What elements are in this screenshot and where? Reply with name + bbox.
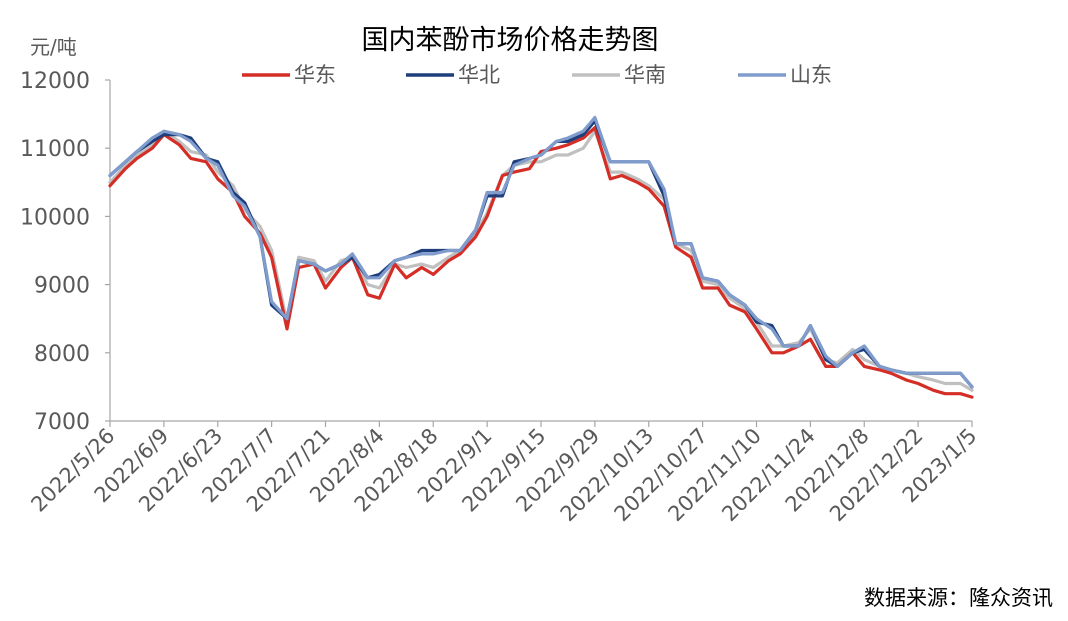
legend-label-4: 山东 [790, 63, 832, 87]
series-line-4 [108, 115, 974, 389]
source-note: 数据来源：隆众资讯 [864, 586, 1053, 610]
series-line-3 [108, 129, 974, 392]
y-axis-ticks: 7000 8000 9000 10000 11000 12000 [20, 69, 110, 435]
chart-axes [109, 80, 972, 422]
y-axis-unit-label: 元/吨 [30, 35, 77, 59]
chart-title: 国内苯酚市场价格走势图 [362, 25, 659, 56]
legend-label-1: 华东 [294, 63, 336, 87]
chart-series [108, 115, 974, 399]
y-tick-label: 7000 [34, 410, 90, 435]
y-tick-label: 8000 [34, 342, 90, 367]
chart-legend: 华东 华北 华南 山东 [242, 63, 832, 87]
legend-label-2: 华北 [458, 63, 500, 87]
legend-label-3: 华南 [624, 63, 666, 87]
y-tick-label: 11000 [20, 137, 90, 162]
y-tick-label: 12000 [20, 69, 90, 94]
y-tick-label: 9000 [34, 274, 90, 299]
x-axis-ticks: 2022/5/262022/6/92022/6/232022/7/72022/7… [26, 421, 982, 526]
y-tick-label: 10000 [20, 205, 90, 230]
